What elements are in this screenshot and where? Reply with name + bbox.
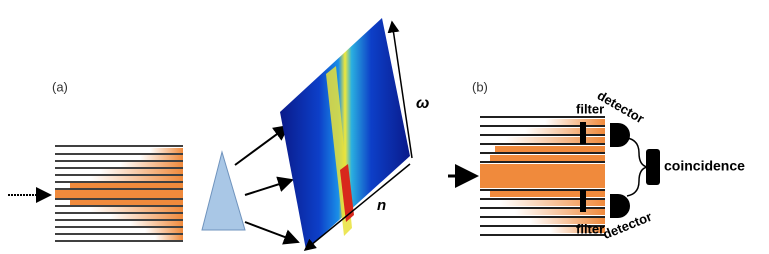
- waveguide-array: [55, 145, 183, 242]
- coincidence-box: [646, 149, 660, 185]
- n-axis: [303, 163, 411, 251]
- brace: [626, 137, 648, 197]
- detector-label: detector: [601, 209, 654, 242]
- waveguide-array: [480, 116, 605, 236]
- filter: [580, 190, 586, 212]
- detector: [610, 194, 630, 218]
- coincidence-label: coincidence: [664, 158, 745, 174]
- panel-label: (b): [472, 79, 488, 94]
- prism: [201, 150, 246, 231]
- detector: [610, 123, 630, 147]
- filter-label: filter: [576, 221, 604, 236]
- omega-axis: [387, 20, 413, 159]
- dispersion-arrows: [234, 124, 300, 245]
- filter-label: filter: [576, 101, 604, 116]
- filter: [580, 122, 586, 144]
- panel-label: (a): [52, 79, 68, 94]
- axis-label: ω: [416, 95, 429, 112]
- spectrum-heatmap: [280, 18, 410, 250]
- axis-label: n: [377, 197, 386, 214]
